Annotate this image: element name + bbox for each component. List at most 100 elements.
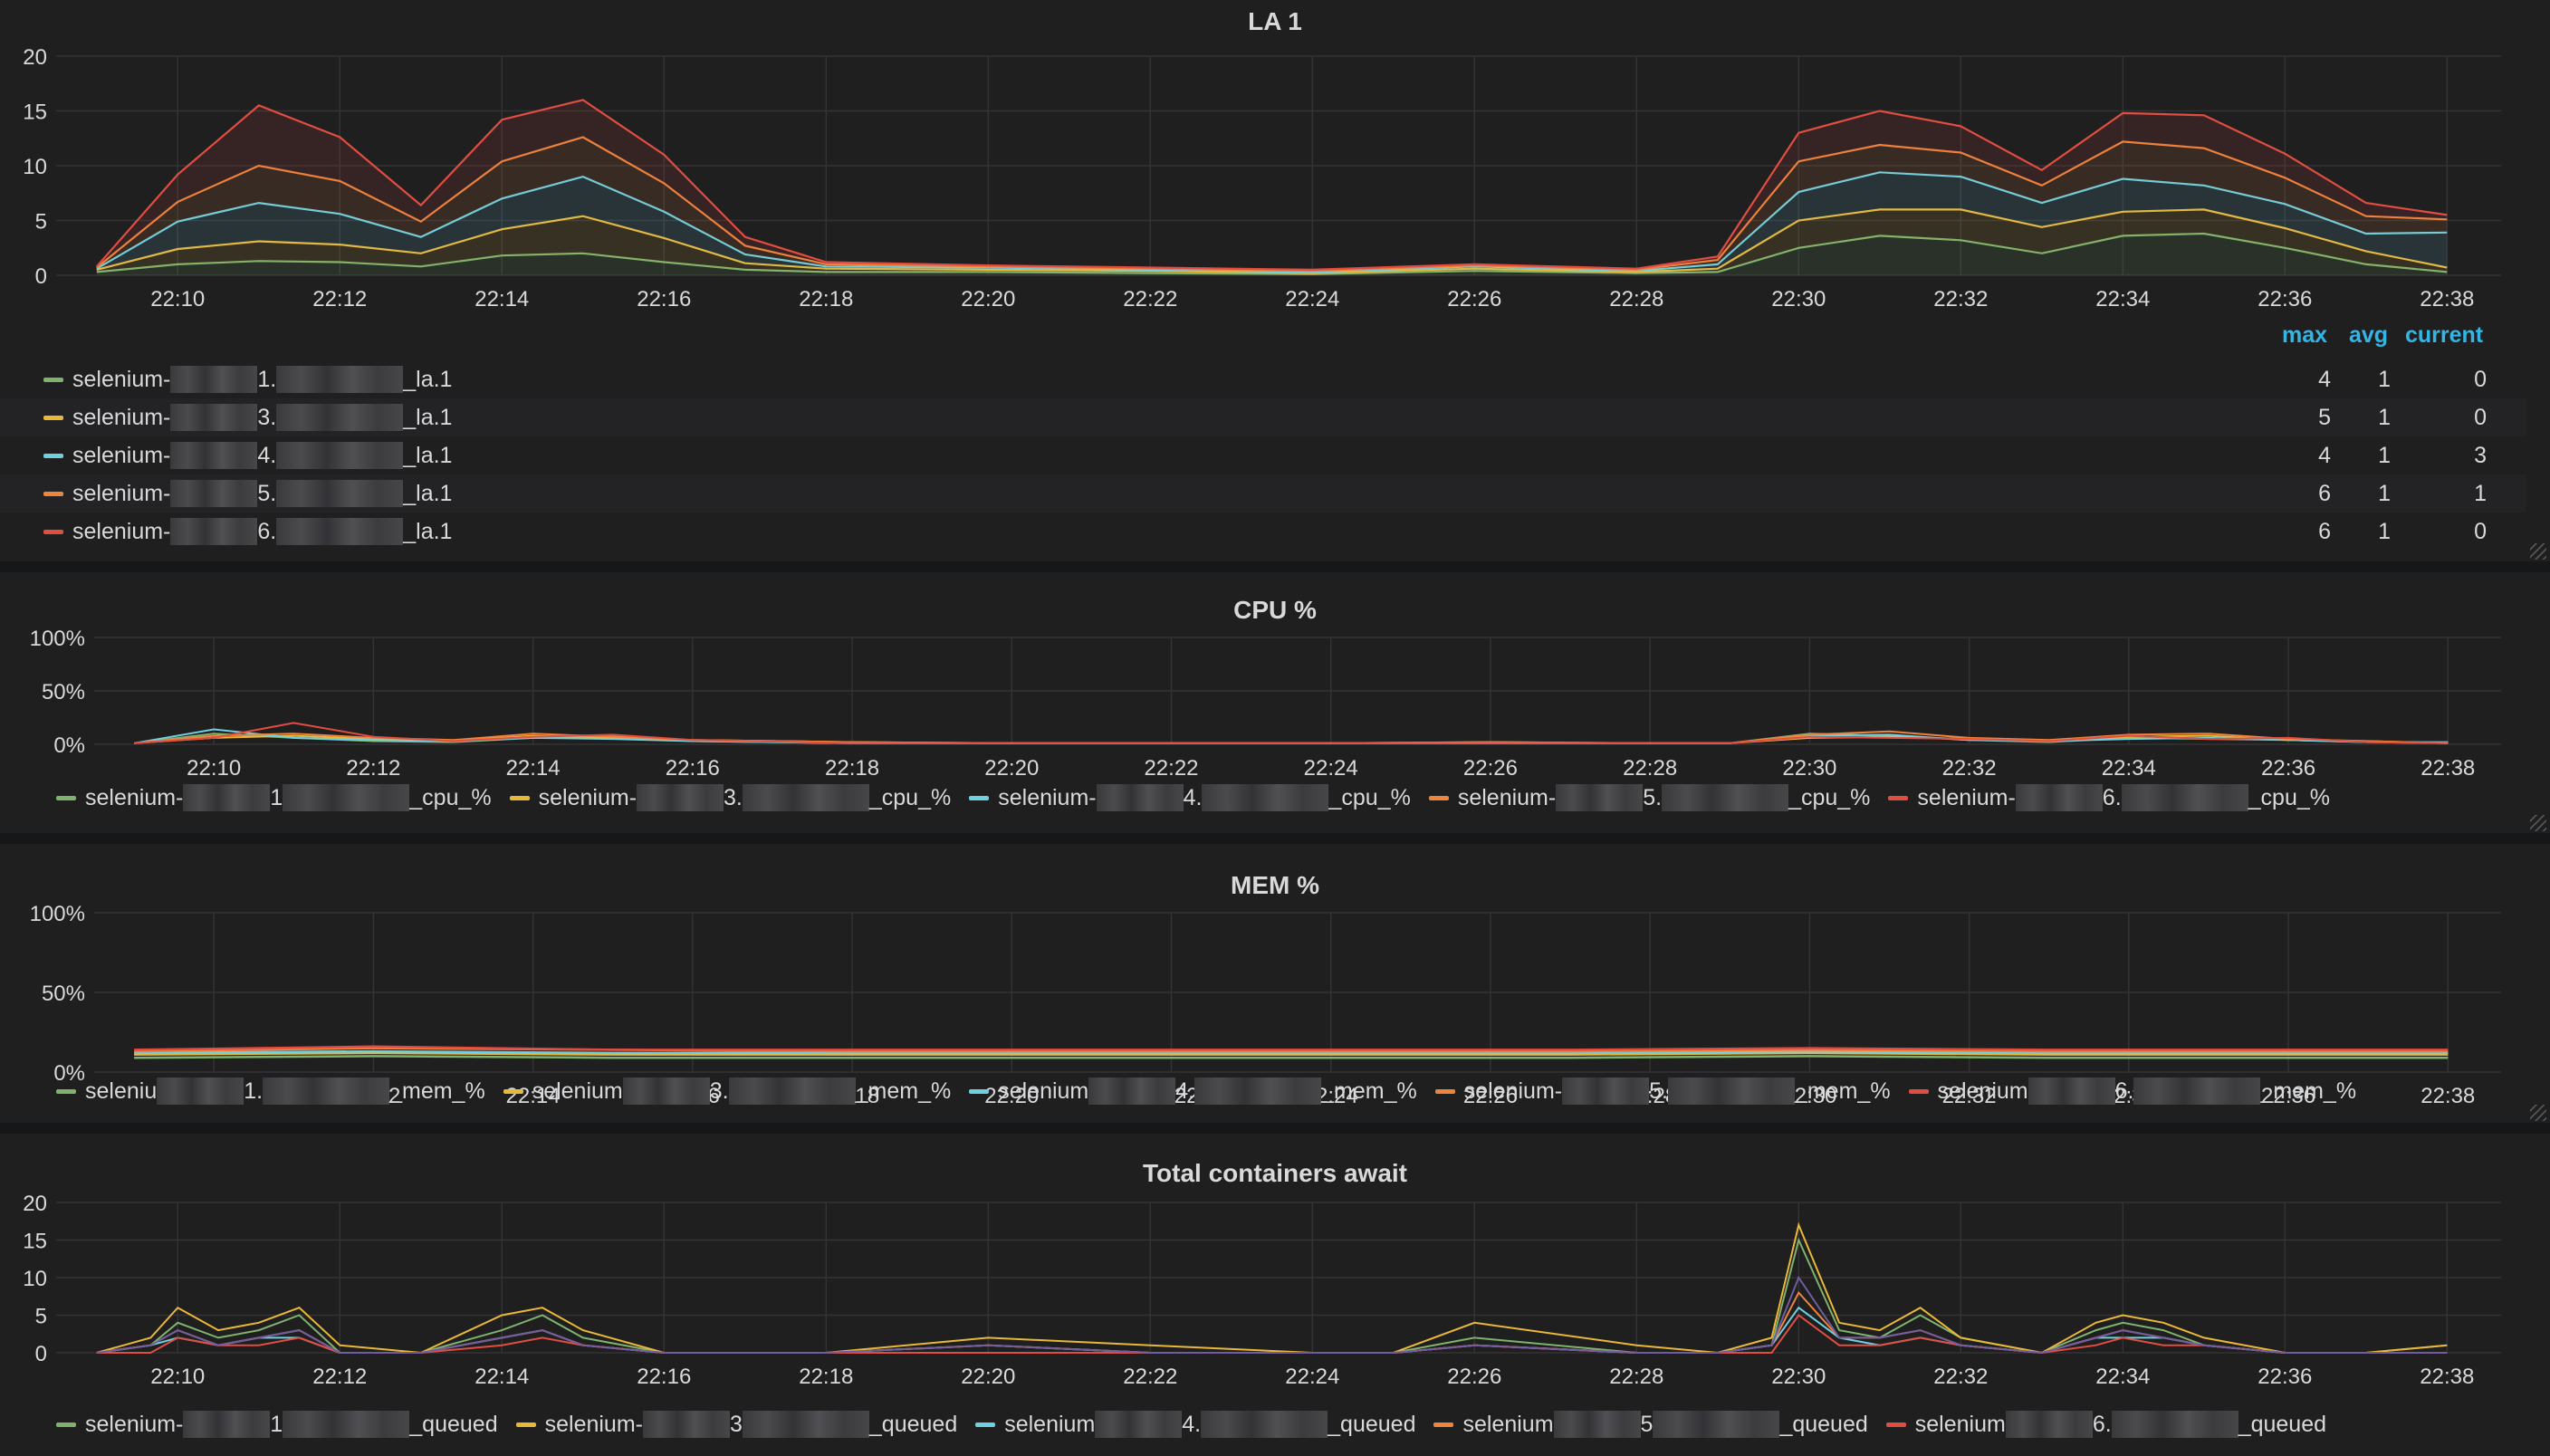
- legend-item[interactable]: selenium 4. _queued: [975, 1411, 1415, 1438]
- cpu-panel-title[interactable]: CPU %: [1233, 596, 1317, 624]
- legend-series-cell[interactable]: selenium- 6. _la.1: [43, 518, 452, 545]
- legend-label-prefix: selenium-: [72, 366, 171, 392]
- legend-label-prefix: selenium: [998, 1078, 1089, 1104]
- legend-table-row[interactable]: selenium- 3. _la.1 5 1 0: [0, 398, 2526, 436]
- redacted-block: [283, 784, 410, 811]
- legend-series-cell[interactable]: selenium- 1. _la.1: [43, 366, 452, 393]
- legend-label[interactable]: selenium- 1 _cpu_%: [85, 784, 492, 811]
- legend-label[interactable]: selenium- 1. _la.1: [72, 366, 452, 393]
- series-color-swatch[interactable]: [43, 453, 63, 458]
- legend-label-mid: 3.: [257, 404, 277, 430]
- legend-item[interactable]: selenium- 1 _queued: [56, 1411, 498, 1438]
- series-color-swatch[interactable]: [969, 795, 990, 800]
- legend-label-suffix: _la.1: [403, 518, 453, 544]
- series-color-swatch[interactable]: [1885, 1422, 1906, 1427]
- legend-label-prefix: selenium: [1004, 1411, 1096, 1437]
- legend-label[interactable]: selenium- 5. _la.1: [72, 480, 452, 507]
- resize-handle[interactable]: [2530, 543, 2546, 560]
- x-tick-label: 22:30: [1771, 1365, 1826, 1389]
- legend-item[interactable]: selenium- 6. _la.1: [43, 518, 452, 545]
- redacted-block: [622, 1078, 710, 1105]
- y-tick-label: 100%: [30, 627, 85, 651]
- legend-label-prefix: selenium-: [1917, 784, 2016, 810]
- series-color-swatch[interactable]: [975, 1422, 996, 1427]
- legend-label-mid: 6.: [2092, 1411, 2112, 1437]
- legend-item[interactable]: selenium- 5. _mem_%: [1434, 1078, 1891, 1105]
- legend-label[interactable]: selenium- 3. _cpu_%: [539, 784, 951, 811]
- legend-table-row[interactable]: selenium- 4. _la.1 4 1 3: [0, 436, 2526, 474]
- legend-item[interactable]: selenium 4. _mem_%: [969, 1078, 1417, 1105]
- redacted-block: [183, 784, 271, 811]
- series-color-swatch[interactable]: [1434, 1088, 1455, 1094]
- legend-label[interactable]: selenium 5 _queued: [1462, 1411, 1868, 1438]
- redacted-block: [170, 518, 258, 545]
- legend-item[interactable]: seleniu 1. _mem_%: [56, 1078, 485, 1105]
- legend-item[interactable]: selenium- 3. _cpu_%: [509, 784, 951, 811]
- legend-table-row[interactable]: selenium- 6. _la.1 6 1 0: [0, 512, 2526, 551]
- legend-label[interactable]: selenium 3. _mem_%: [532, 1078, 951, 1105]
- legend-label[interactable]: selenium- 3. _la.1: [72, 404, 452, 431]
- series-color-swatch[interactable]: [56, 1088, 76, 1094]
- series-color-swatch[interactable]: [1888, 795, 1909, 800]
- legend-series-cell[interactable]: selenium- 5. _la.1: [43, 480, 452, 507]
- legend-item[interactable]: selenium- 1. _la.1: [43, 366, 452, 393]
- legend-item[interactable]: selenium 6. _queued: [1885, 1411, 2326, 1438]
- legend-label[interactable]: selenium- 4. _cpu_%: [998, 784, 1411, 811]
- legend-label[interactable]: selenium- 6. _cpu_%: [1917, 784, 2330, 811]
- x-tick-label: 22:14: [506, 756, 561, 781]
- x-tick-label: 22:26: [1447, 287, 1501, 311]
- redacted-block: [263, 1078, 390, 1105]
- series-color-swatch[interactable]: [56, 1422, 76, 1427]
- series-color-swatch[interactable]: [515, 1422, 536, 1427]
- legend-item[interactable]: selenium- 5. _cpu_%: [1428, 784, 1870, 811]
- legend-series-cell[interactable]: selenium- 4. _la.1: [43, 442, 452, 469]
- resize-handle[interactable]: [2530, 815, 2546, 831]
- legend-item[interactable]: selenium- 4. _cpu_%: [969, 784, 1411, 811]
- legend-label[interactable]: seleniu 1. _mem_%: [85, 1078, 485, 1105]
- series-color-swatch[interactable]: [43, 377, 63, 382]
- resize-handle[interactable]: [2530, 1105, 2546, 1121]
- legend-series-cell[interactable]: selenium- 3. _la.1: [43, 404, 452, 431]
- mem-panel-title[interactable]: MEM %: [1231, 871, 1319, 899]
- await-panel-title[interactable]: Total containers await: [1143, 1159, 1407, 1187]
- legend-header-current[interactable]: current: [2405, 322, 2484, 348]
- legend-item[interactable]: selenium 3. _mem_%: [503, 1078, 951, 1105]
- series-color-swatch[interactable]: [969, 1088, 990, 1094]
- legend-item[interactable]: selenium- 6. _cpu_%: [1888, 784, 2330, 811]
- legend-item[interactable]: selenium- 5. _la.1: [43, 480, 452, 507]
- legend-label[interactable]: selenium- 1 _queued: [85, 1411, 498, 1438]
- redacted-block: [170, 366, 258, 393]
- series-color-swatch[interactable]: [43, 415, 63, 420]
- series-color-swatch[interactable]: [56, 795, 76, 800]
- series-line: [96, 232, 2448, 275]
- legend-label[interactable]: selenium- 3 _queued: [545, 1411, 957, 1438]
- legend-item[interactable]: selenium- 3. _la.1: [43, 404, 452, 431]
- series-color-swatch[interactable]: [503, 1088, 523, 1094]
- legend-table-row[interactable]: selenium- 1. _la.1 4 1 0: [0, 360, 2526, 398]
- legend-item[interactable]: selenium- 1 _cpu_%: [56, 784, 492, 811]
- legend-label[interactable]: selenium 6. _mem_%: [1938, 1078, 2356, 1105]
- series-color-swatch[interactable]: [1428, 795, 1449, 800]
- legend-item[interactable]: selenium 5 _queued: [1433, 1411, 1868, 1438]
- legend-header-avg[interactable]: avg: [2349, 322, 2389, 348]
- legend-label[interactable]: selenium- 6. _la.1: [72, 518, 452, 545]
- x-tick-label: 22:10: [187, 756, 241, 781]
- series-color-swatch[interactable]: [509, 795, 530, 800]
- legend-label[interactable]: selenium 6. _queued: [1915, 1411, 2326, 1438]
- legend-label[interactable]: selenium 4. _mem_%: [998, 1078, 1417, 1105]
- series-color-swatch[interactable]: [1433, 1422, 1454, 1427]
- legend-item[interactable]: selenium- 4. _la.1: [43, 442, 452, 469]
- series-color-swatch[interactable]: [1908, 1088, 1929, 1094]
- legend-label[interactable]: selenium- 4. _la.1: [72, 442, 452, 469]
- legend-header-max[interactable]: max: [2282, 322, 2328, 348]
- legend-label[interactable]: selenium 4. _queued: [1004, 1411, 1415, 1438]
- series-color-swatch[interactable]: [43, 529, 63, 534]
- la-panel-title[interactable]: LA 1: [1248, 7, 1302, 35]
- legend-label[interactable]: selenium- 5. _cpu_%: [1458, 784, 1870, 811]
- y-tick-label: 10: [23, 1267, 47, 1291]
- series-color-swatch[interactable]: [43, 491, 63, 496]
- legend-label[interactable]: selenium- 5. _mem_%: [1464, 1078, 1891, 1105]
- legend-item[interactable]: selenium- 3 _queued: [515, 1411, 957, 1438]
- legend-table-row[interactable]: selenium- 5. _la.1 6 1 1: [0, 474, 2526, 512]
- legend-item[interactable]: selenium 6. _mem_%: [1908, 1078, 2356, 1105]
